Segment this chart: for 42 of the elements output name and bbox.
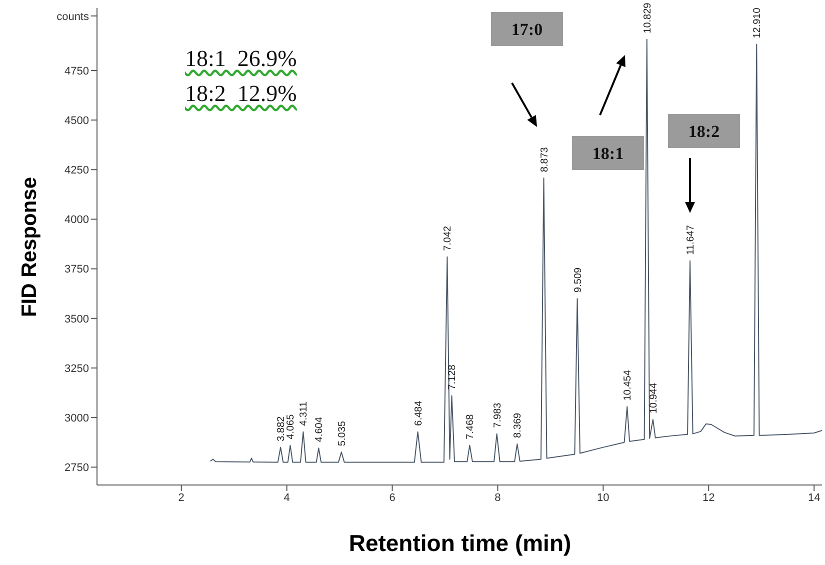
y-tick-label: 4750 <box>64 65 89 78</box>
annotation: 7.128 <box>447 364 458 390</box>
y-tick-label: 3500 <box>64 313 89 326</box>
annotation: 10.829 <box>642 2 654 34</box>
annotation: 18:2 <box>688 122 720 141</box>
y-tick-label: 3000 <box>64 412 89 424</box>
annotation: 10.454 <box>622 370 634 401</box>
y-tick-label: 3750 <box>64 264 89 276</box>
x-tick-label: 2 <box>178 492 184 504</box>
y-tick-label: 4250 <box>64 164 89 177</box>
annotation: 17:0 <box>511 20 543 39</box>
annotation: 7.042 <box>442 225 454 251</box>
x-tick-label: 6 <box>389 492 396 504</box>
annotation: 6.484 <box>413 400 424 426</box>
x-tick-label: 12 <box>702 492 715 504</box>
annotation: 18:1 <box>592 144 624 163</box>
annotation: 10.944 <box>648 382 660 414</box>
annotation: 8.369 <box>512 412 524 438</box>
annotation: 11.647 <box>686 224 697 255</box>
annotation: 18:1 26.9% <box>185 46 297 72</box>
x-tick-label: 8 <box>494 492 501 504</box>
x-tick-label: 10 <box>597 492 610 504</box>
x-tick-label: 4 <box>284 492 290 504</box>
annotation: 18:2 12.9% <box>185 81 297 107</box>
annotation: 4.065 <box>286 414 297 440</box>
y-tick-label: 4000 <box>64 214 89 226</box>
y-tick-label: 2750 <box>64 462 89 474</box>
x-tick-label: 14 <box>808 492 820 504</box>
annotation: 8.873 <box>539 146 550 172</box>
y-axis-title: FID Response <box>18 176 42 318</box>
annotation: 4.311 <box>298 401 310 426</box>
y-tick-label: counts <box>56 10 90 23</box>
x-axis-title: Retention time (min) <box>348 530 572 557</box>
y-tick-label: 3250 <box>64 362 89 375</box>
annotation: 5.035 <box>336 420 348 446</box>
annotation: 3.882 <box>276 416 288 442</box>
y-tick-label: 4500 <box>64 114 89 127</box>
annotation: 7.468 <box>465 414 476 440</box>
annotation: 12.910 <box>752 7 764 38</box>
annotation: 7.983 <box>492 402 504 428</box>
annotation: 9.509 <box>572 267 584 293</box>
annotation: 4.604 <box>314 416 326 442</box>
